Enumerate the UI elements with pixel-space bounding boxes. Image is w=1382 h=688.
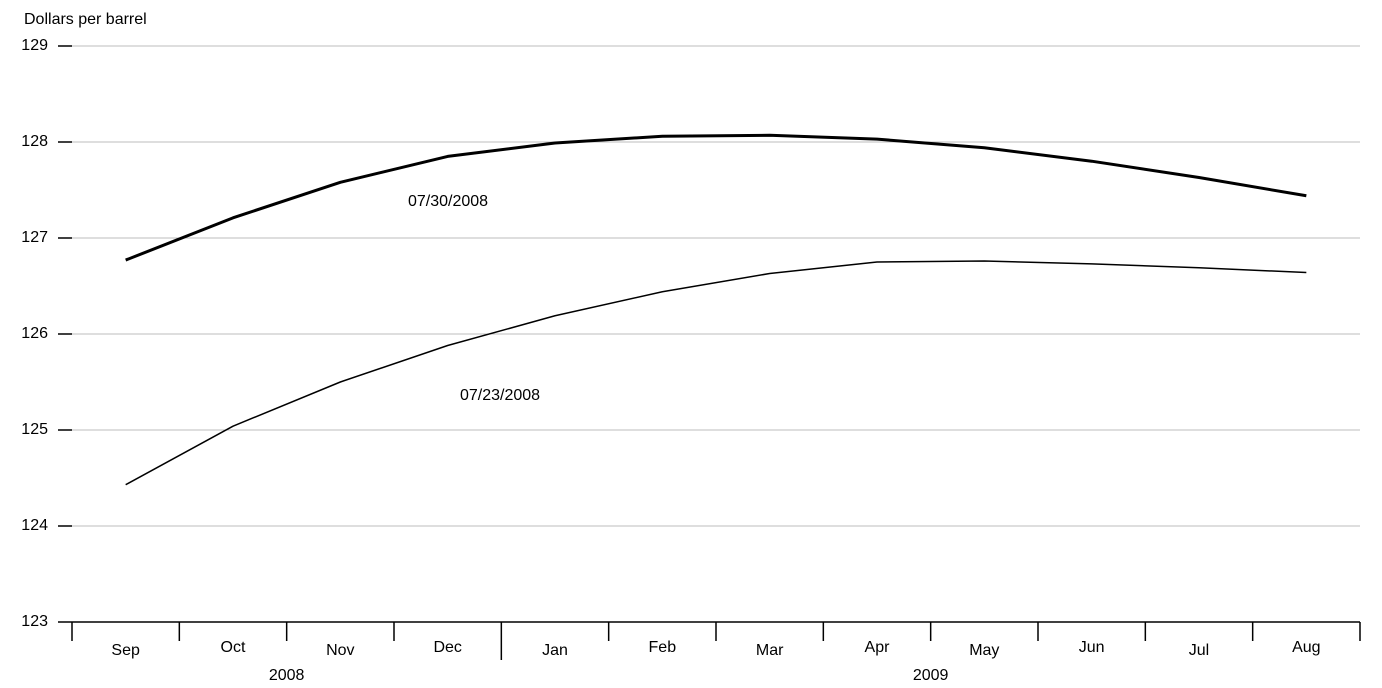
- series-label: 07/23/2008: [460, 387, 540, 404]
- x-tick-label: Apr: [865, 639, 891, 656]
- x-tick-label: Nov: [326, 642, 354, 659]
- x-tick-label: Feb: [649, 639, 677, 656]
- y-tick-label: 126: [21, 325, 48, 342]
- y-tick-label: 125: [21, 421, 48, 438]
- x-tick-label: Jun: [1079, 639, 1105, 656]
- series-line: [125, 133, 1307, 262]
- x-tick-label: Aug: [1292, 639, 1320, 656]
- y-tick-label: 124: [21, 517, 48, 534]
- x-tick-label: May: [969, 642, 999, 659]
- y-tick-label: 123: [21, 613, 48, 630]
- x-tick-label: Oct: [221, 639, 246, 656]
- y-axis-label: Dollars per barrel: [24, 11, 147, 28]
- y-tick-label: 127: [21, 229, 48, 246]
- y-tick-label: 128: [21, 133, 48, 150]
- x-tick-label: Sep: [111, 642, 140, 659]
- series-label: 07/30/2008: [408, 193, 488, 210]
- x-group-label: 2008: [269, 667, 305, 684]
- x-tick-label: Mar: [756, 642, 784, 659]
- x-tick-label: Jul: [1189, 642, 1209, 659]
- x-group-label: 2009: [913, 667, 949, 684]
- series-line: [125, 260, 1307, 486]
- x-tick-label: Dec: [433, 639, 461, 656]
- y-tick-label: 129: [21, 37, 48, 54]
- x-tick-label: Jan: [542, 642, 568, 659]
